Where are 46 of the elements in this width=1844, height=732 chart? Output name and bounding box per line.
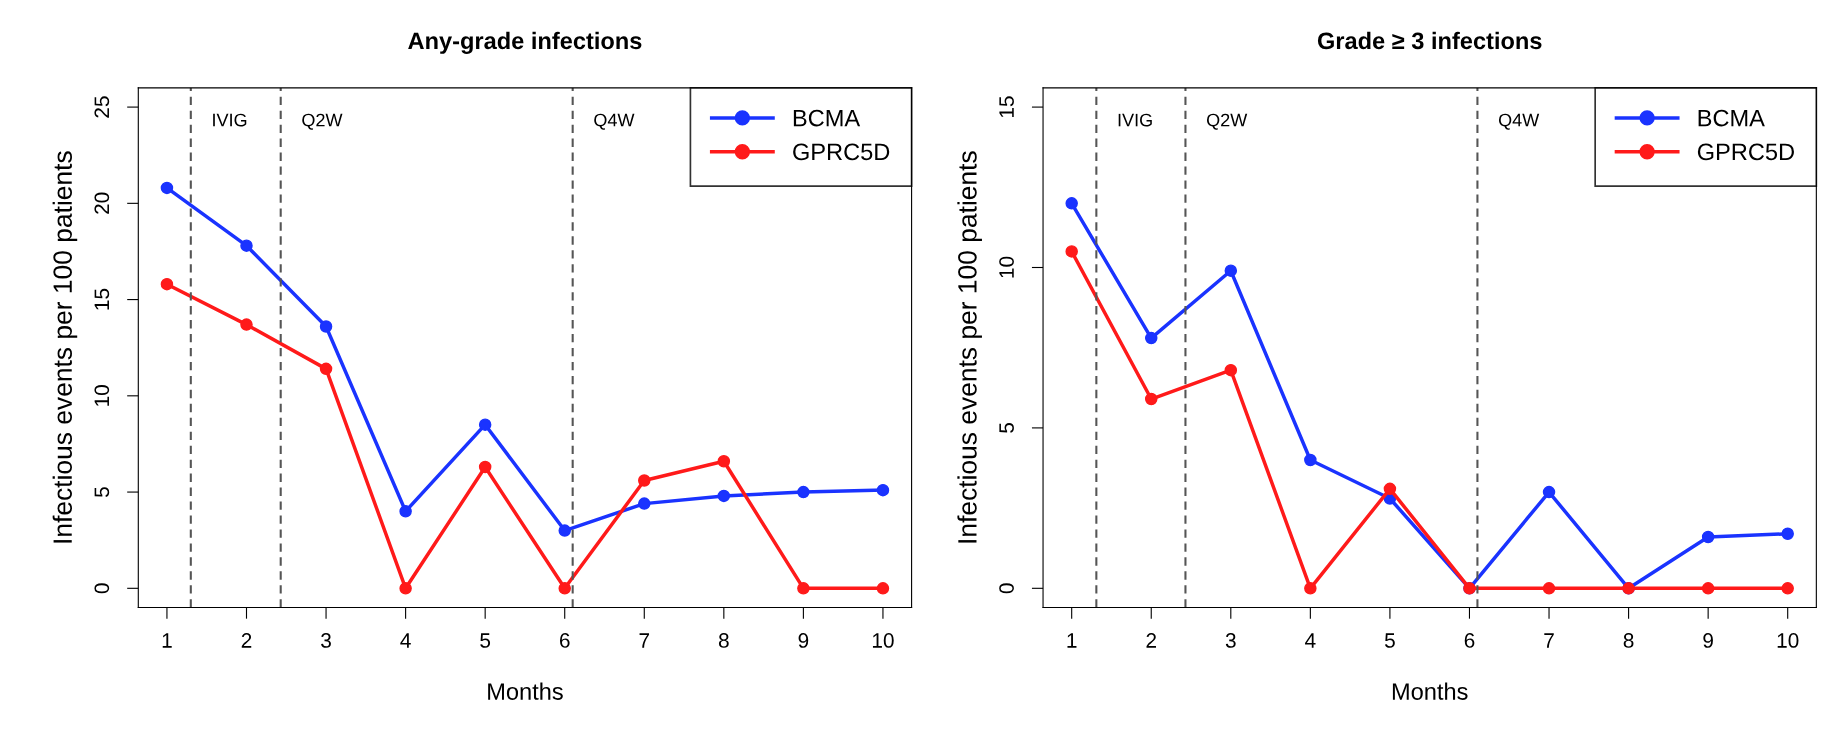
x-tick-label: 5	[1384, 633, 1395, 648]
x-tick-label: 6	[1464, 633, 1475, 648]
ref-line-label: Q4W	[1498, 113, 1540, 130]
x-tick-label: 10	[1777, 633, 1799, 648]
y-tick-label: 0	[94, 583, 110, 594]
x-tick-label: 4	[1305, 633, 1316, 648]
ref-line-label: IVIG	[213, 113, 247, 127]
y-axis-title: Infectious events per 100 patients	[52, 151, 78, 543]
x-tick-label: 1	[162, 633, 172, 648]
y-tick-label: 10	[999, 256, 1014, 278]
x-tick-label: 2	[1146, 633, 1156, 648]
ref-line-label: IVIG	[1118, 113, 1152, 127]
y-tick-label: 15	[94, 288, 110, 310]
x-tick-label: 3	[321, 633, 331, 648]
x-tick-label: 6	[559, 633, 570, 648]
ref-line-label: Q2W	[302, 113, 343, 130]
ref-line-label: Q2W	[1207, 113, 1248, 130]
x-tick-label: 5	[480, 633, 491, 648]
x-tick-label: 9	[798, 633, 809, 648]
x-tick-label: 7	[639, 633, 650, 648]
x-tick-label: 10	[872, 633, 894, 648]
x-tick-label: 8	[1623, 633, 1634, 648]
ref-line-label: Q4W	[594, 113, 635, 130]
x-axis-title: Months	[1392, 682, 1468, 700]
y-tick-label: 5	[999, 422, 1014, 433]
x-tick-label: 7	[1544, 633, 1554, 648]
legend-label: BCMA	[1698, 109, 1765, 127]
y-tick-label: 5	[94, 487, 110, 498]
x-tick-label: 3	[1225, 633, 1236, 648]
y-tick-label: 20	[94, 192, 110, 214]
legend-label: BCMA	[793, 109, 861, 127]
chart-title: Grade ≥ 3 infections	[1317, 31, 1542, 50]
y-tick-label: 15	[999, 96, 1014, 118]
x-tick-label: 9	[1703, 633, 1713, 648]
x-axis-title: Months	[488, 682, 563, 700]
y-axis-title: Infectious events per 100 patients	[957, 151, 982, 543]
x-tick-label: 8	[718, 633, 729, 648]
y-tick-label: 0	[999, 583, 1014, 594]
x-tick-label: 4	[400, 633, 411, 648]
x-tick-label: 1	[1067, 633, 1077, 648]
legend-label: GPRC5D	[1697, 143, 1794, 161]
x-tick-label: 2	[241, 633, 252, 648]
chart-title: Any-grade infections	[408, 31, 642, 54]
y-tick-label: 10	[94, 385, 110, 406]
y-tick-label: 25	[94, 96, 110, 118]
legend-label: GPRC5D	[793, 143, 890, 161]
